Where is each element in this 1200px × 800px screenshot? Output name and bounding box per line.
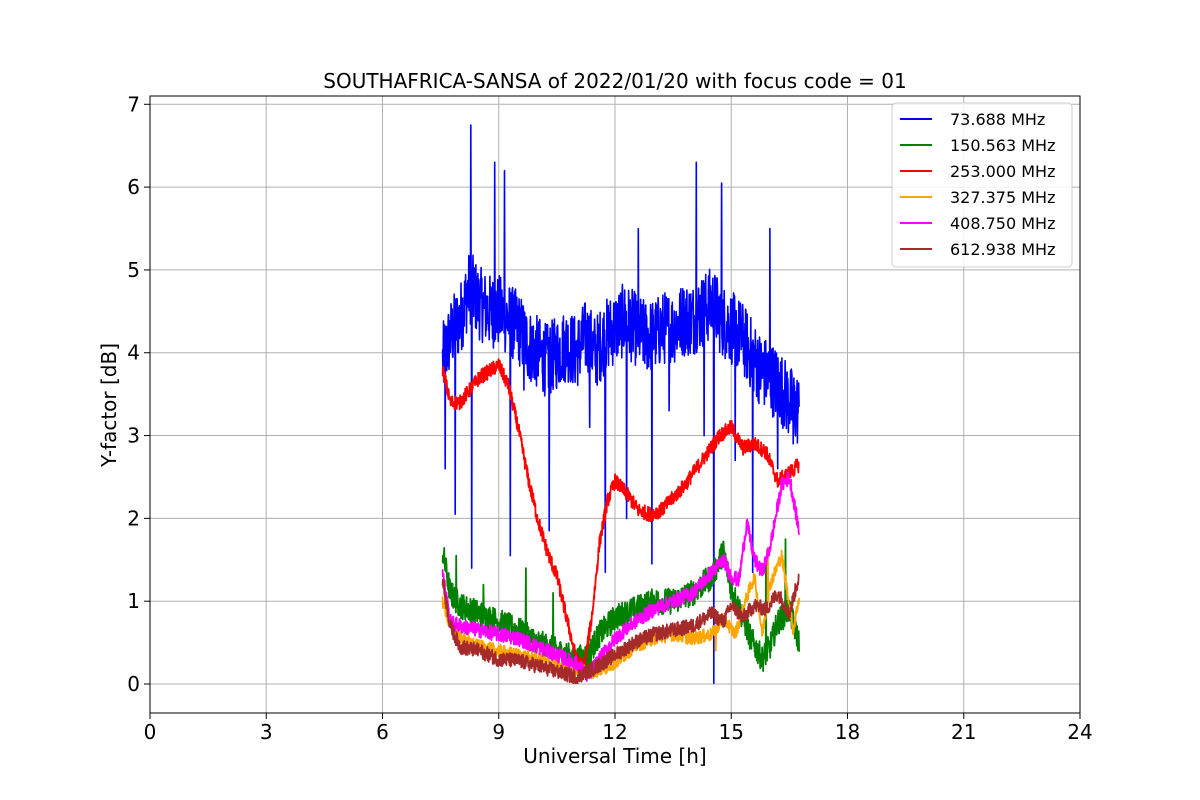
legend-entry: 73.688 MHz	[950, 110, 1045, 129]
x-tick-label: 21	[951, 720, 976, 744]
legend-entry: 327.375 MHz	[950, 188, 1055, 207]
series-line	[441, 573, 800, 685]
series-line	[441, 538, 800, 673]
series-line	[441, 124, 800, 685]
y-tick-label: 7	[127, 92, 140, 116]
series-line	[441, 358, 800, 676]
legend-entry: 408.750 MHz	[950, 214, 1055, 233]
y-axis-label: Y-factor [dB]	[97, 343, 121, 468]
y-tick-label: 2	[127, 506, 140, 530]
y-tick-label: 0	[127, 672, 140, 696]
legend-entry: 612.938 MHz	[950, 240, 1055, 259]
legend-entry: 150.563 MHz	[950, 136, 1055, 155]
y-tick-label: 4	[127, 341, 140, 365]
legend: 73.688 MHz 150.563 MHz 253.000 MHz 327.375 …	[891, 102, 1073, 268]
legend-box	[891, 102, 1073, 268]
y-tick-label: 5	[127, 258, 140, 282]
y-tick-label: 6	[127, 175, 140, 199]
x-tick-label: 24	[1067, 720, 1092, 744]
chart-title: SOUTHAFRICA-SANSA of 2022/01/20 with foc…	[323, 69, 907, 93]
x-tick-label: 15	[719, 720, 744, 744]
x-tick-label: 0	[144, 720, 157, 744]
x-tick-label: 3	[260, 720, 273, 744]
x-tick-label: 9	[492, 720, 505, 744]
y-tick-label: 1	[127, 589, 140, 613]
x-tick-label: 6	[376, 720, 389, 744]
series-line	[441, 471, 800, 682]
x-axis-label: Universal Time [h]	[523, 744, 706, 768]
legend-entry: 253.000 MHz	[950, 162, 1055, 181]
series-layer	[441, 124, 800, 685]
x-tick-label: 18	[835, 720, 860, 744]
x-tick-label: 12	[602, 720, 627, 744]
y-tick-label: 3	[127, 424, 140, 448]
